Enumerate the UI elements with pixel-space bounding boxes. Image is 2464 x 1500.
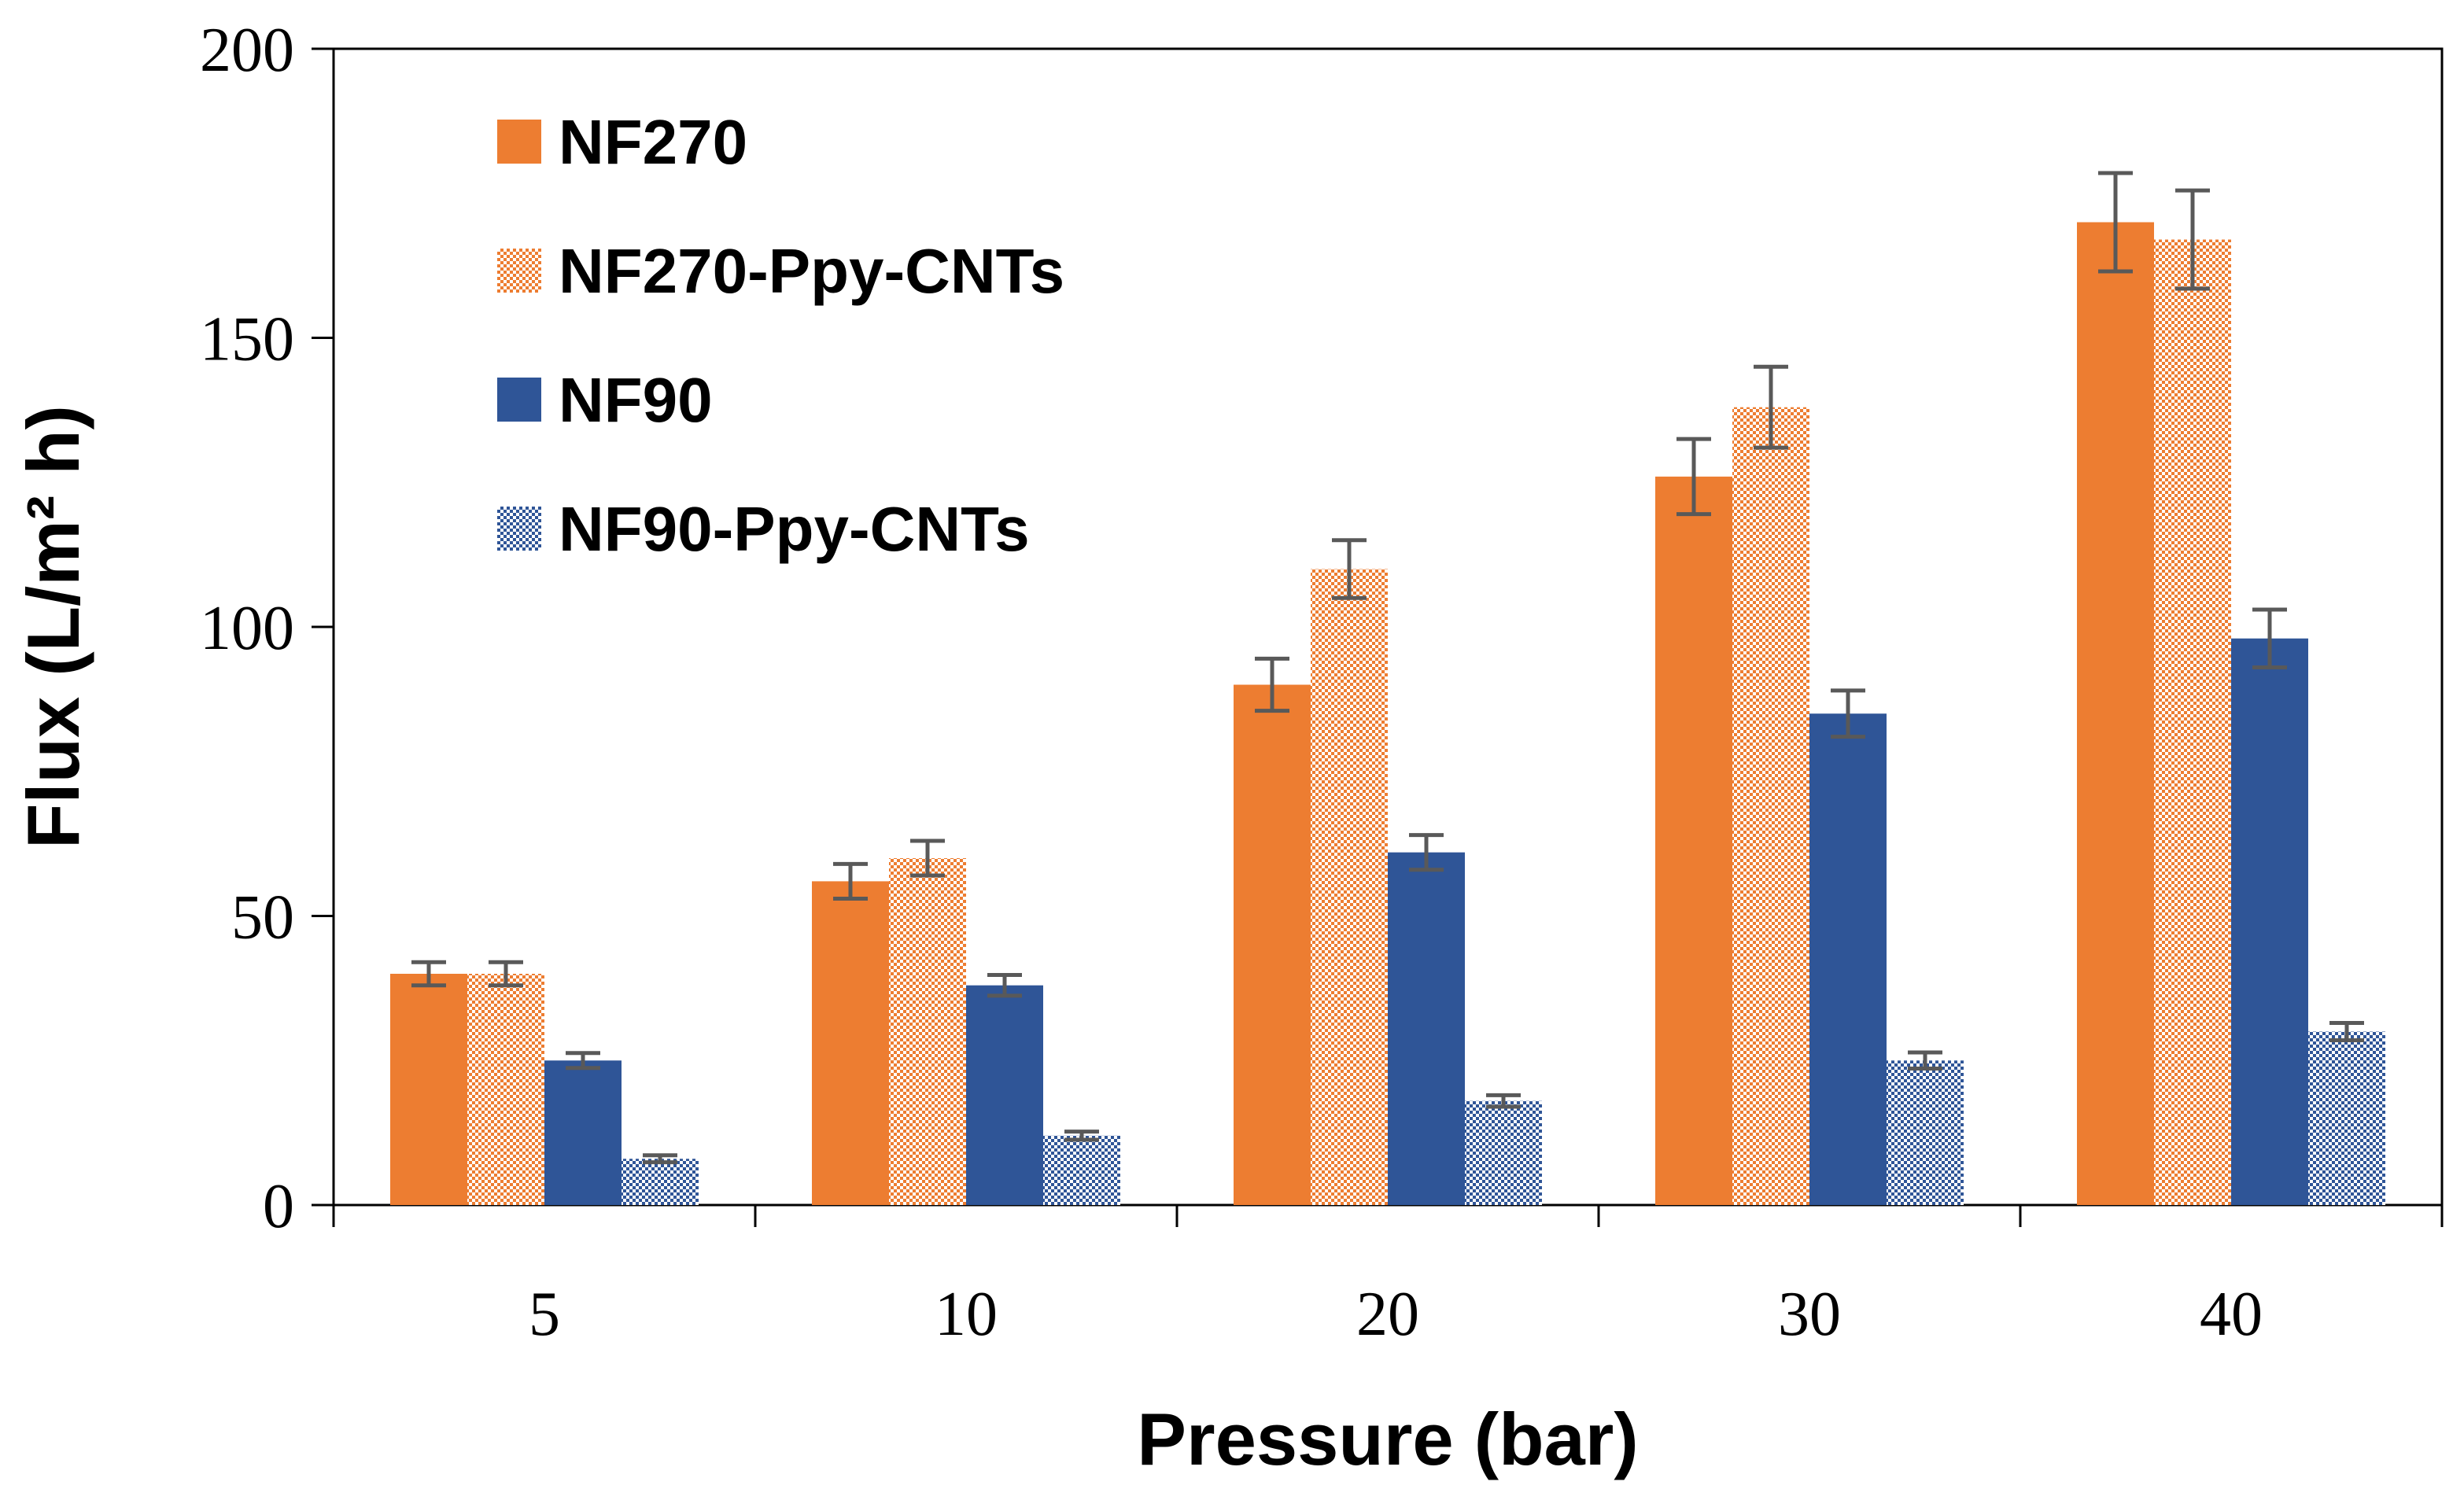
- legend-swatch-NF90: [497, 378, 541, 422]
- bar-NF90-Ppy-CNTs-30: [1887, 1060, 1964, 1205]
- y-tick-label: 200: [200, 16, 294, 85]
- bar-NF270-20: [1234, 684, 1311, 1205]
- bar-NF90-40: [2231, 638, 2308, 1205]
- legend-swatch-NF270: [497, 120, 541, 164]
- bar-NF90-Ppy-CNTs-5: [622, 1159, 699, 1205]
- bar-NF270-30: [1655, 476, 1732, 1205]
- legend-label-NF90-Ppy-CNTs: NF90-Ppy-CNTs: [559, 494, 1030, 564]
- legend-label-NF270-Ppy-CNTs: NF270-Ppy-CNTs: [559, 236, 1064, 306]
- bar-NF270-40: [2077, 222, 2154, 1205]
- bar-NF270-Ppy-CNTs-40: [2154, 239, 2231, 1205]
- x-tick-label: 5: [529, 1280, 560, 1349]
- legend-label-NF90: NF90: [559, 365, 713, 435]
- y-tick-label: 100: [200, 594, 294, 663]
- y-tick-label: 0: [263, 1172, 294, 1241]
- bar-NF90-Ppy-CNTs-40: [2308, 1031, 2385, 1205]
- legend-swatch-NF270-Ppy-CNTs: [497, 249, 541, 293]
- bar-NF90-20: [1388, 852, 1465, 1205]
- bar-NF270-Ppy-CNTs-30: [1732, 407, 1809, 1205]
- x-tick-label: 30: [1778, 1280, 1841, 1349]
- x-tick-label: 20: [1356, 1280, 1419, 1349]
- bar-NF90-Ppy-CNTs-10: [1043, 1135, 1120, 1205]
- y-tick-label: 50: [231, 883, 294, 953]
- bar-NF270-Ppy-CNTs-10: [889, 858, 966, 1205]
- x-tick-label: 10: [935, 1280, 998, 1349]
- y-tick-label: 150: [200, 305, 294, 374]
- x-tick-label: 40: [2200, 1280, 2263, 1349]
- bar-NF270-Ppy-CNTs-20: [1311, 569, 1388, 1205]
- bar-NF90-5: [544, 1060, 622, 1205]
- bar-NF270-10: [812, 881, 889, 1205]
- bar-NF270-5: [390, 974, 467, 1205]
- x-axis-title: Pressure (bar): [1137, 1398, 1638, 1480]
- bar-NF270-Ppy-CNTs-5: [467, 974, 544, 1205]
- bar-NF90-30: [1809, 713, 1887, 1205]
- y-axis-title: Flux (L/m² h): [12, 405, 94, 849]
- legend-swatch-NF90-Ppy-CNTs: [497, 507, 541, 551]
- bar-NF90-Ppy-CNTs-20: [1465, 1100, 1542, 1205]
- legend-label-NF270: NF270: [559, 107, 747, 177]
- bar-NF90-10: [966, 985, 1043, 1205]
